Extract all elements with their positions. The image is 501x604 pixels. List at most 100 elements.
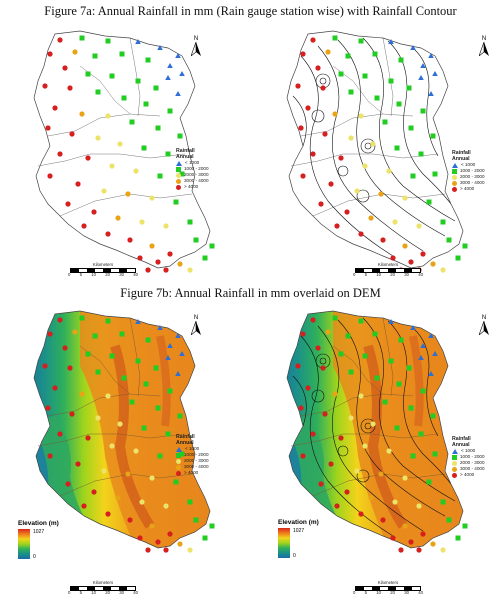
red-circle-station — [408, 259, 414, 265]
green-square-station — [358, 318, 364, 324]
north-arrow-icon: N — [189, 315, 203, 335]
green-square-station — [396, 381, 402, 387]
red-circle-station — [318, 201, 324, 207]
red-circle-station — [155, 539, 161, 545]
red-circle-station — [137, 535, 143, 541]
blue-triangle-station — [428, 333, 434, 338]
green-square-station — [187, 219, 193, 225]
legend-item: > 4000 — [176, 184, 209, 190]
map-svg — [286, 310, 468, 553]
green-square-station — [455, 535, 461, 541]
district-boundary — [290, 153, 439, 167]
pale-yellow-circle-station — [402, 195, 408, 201]
rainfall-legend: Rainfall Annual < 1000 1000 - 2000 2000 … — [452, 150, 485, 192]
green-square-station — [173, 479, 179, 485]
blue-triangle-icon — [176, 160, 182, 166]
red-circle-station — [42, 83, 48, 89]
red-circle-station — [91, 489, 97, 495]
green-square-station — [382, 399, 388, 405]
green-square-station — [109, 73, 115, 79]
red-circle-station — [81, 503, 87, 509]
green-square-station — [418, 151, 424, 157]
green-square-station — [388, 78, 394, 84]
green-square-station — [440, 499, 446, 505]
map-panel-stations — [5, 26, 235, 276]
pale-yellow-circle-station — [95, 415, 101, 421]
red-circle-station — [145, 547, 151, 553]
rainfall-contour — [292, 375, 307, 427]
green-square-station — [398, 57, 404, 63]
green-square-station — [143, 381, 149, 387]
red-circle-station — [344, 209, 350, 215]
pale-yellow-circle-station — [370, 421, 376, 427]
pale-yellow-circle-station — [163, 503, 169, 509]
green-square-station — [177, 133, 183, 139]
map-svg — [286, 30, 468, 273]
district-boundary — [300, 113, 414, 137]
red-circle-icon — [176, 470, 181, 476]
green-square-station — [173, 199, 179, 205]
orange-circle-station — [125, 471, 131, 477]
red-circle-station — [65, 201, 71, 207]
pale-yellow-circle-station — [348, 415, 354, 421]
blue-triangle-station — [175, 333, 181, 338]
green-square-station — [167, 108, 173, 114]
orange-circle-station — [325, 329, 331, 335]
orange-circle-station — [72, 329, 78, 335]
red-circle-station — [310, 431, 316, 437]
scale-bar: Kilometers 0 5 10 20 30 40 — [68, 580, 138, 595]
red-circle-station — [298, 405, 304, 411]
red-circle-station — [57, 37, 63, 43]
green-square-station — [406, 365, 412, 371]
rainfall-contour — [315, 73, 331, 89]
rainfall-contour — [362, 37, 456, 222]
orange-circle-station — [332, 391, 338, 397]
district-boundary — [37, 433, 186, 447]
rainfall-contour — [319, 77, 327, 85]
green-square-station — [79, 315, 85, 321]
elevation-max: 1027 — [33, 529, 45, 535]
green-square-station — [129, 119, 135, 125]
green-square-station — [446, 517, 452, 523]
red-circle-station — [75, 181, 81, 187]
red-circle-station — [310, 317, 316, 323]
green-square-station — [92, 53, 98, 59]
red-circle-station — [408, 539, 414, 545]
green-square-station — [455, 255, 461, 261]
green-square-station — [332, 35, 338, 41]
pale-yellow-circle-icon — [176, 458, 181, 464]
pale-yellow-circle-station — [416, 503, 422, 509]
blue-triangle-station — [167, 343, 173, 348]
red-circle-station — [57, 317, 63, 323]
green-square-station — [95, 369, 101, 375]
legend-item: 2000 - 3000 — [176, 172, 209, 178]
green-square-station — [408, 125, 414, 131]
orange-circle-station — [332, 111, 338, 117]
rainfall-contour — [317, 45, 424, 252]
red-circle-icon — [176, 184, 181, 190]
north-arrow-icon: N — [189, 36, 203, 56]
red-circle-station — [358, 231, 364, 237]
green-square-station — [418, 431, 424, 437]
green-square-station — [167, 388, 173, 394]
green-square-station — [388, 358, 394, 364]
pale-yellow-circle-station — [440, 547, 446, 553]
rainfall-contour — [360, 138, 376, 154]
green-square-station — [141, 425, 147, 431]
orange-circle-station — [430, 261, 436, 267]
red-circle-station — [62, 65, 68, 71]
red-circle-station — [320, 85, 326, 91]
orange-circle-station — [177, 261, 183, 267]
pale-yellow-circle-station — [362, 443, 368, 449]
blue-triangle-station — [388, 319, 394, 324]
blue-triangle-station — [420, 343, 426, 348]
pale-yellow-circle-station — [117, 141, 123, 147]
red-circle-station — [47, 173, 53, 179]
rainfall-contour — [311, 389, 325, 403]
red-circle-station — [47, 331, 53, 337]
red-circle-station — [45, 405, 51, 411]
rainfall-legend: Rainfall Annual < 1000 1000 - 2000 2000 … — [176, 148, 209, 190]
green-square-icon — [176, 166, 181, 172]
green-square-station — [410, 453, 416, 459]
blue-triangle-station — [165, 75, 171, 80]
